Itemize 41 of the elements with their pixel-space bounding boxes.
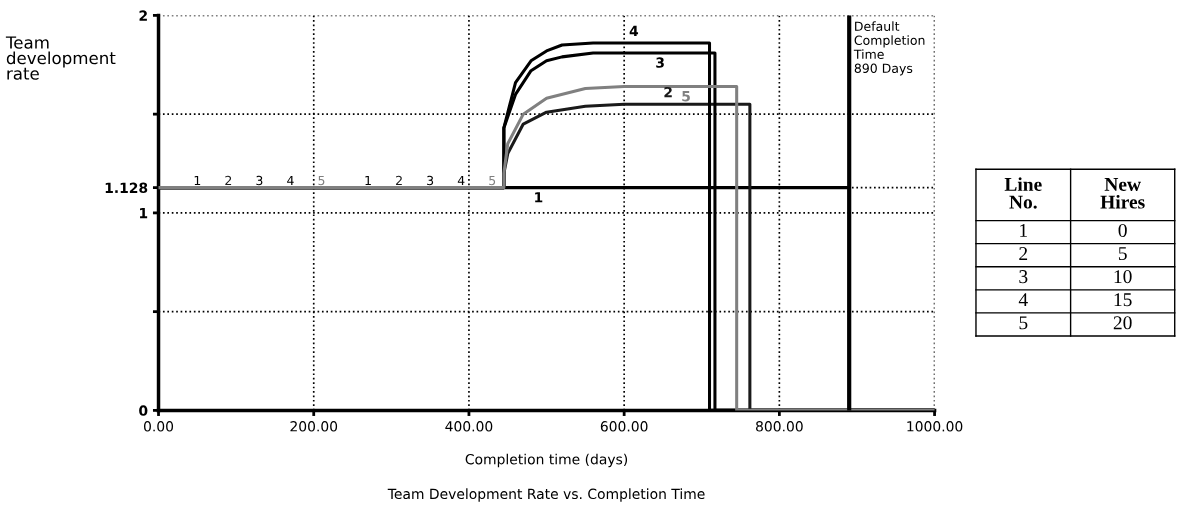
text: 4 — [1018, 293, 1028, 307]
x-tick-label: 600.00 — [600, 421, 648, 432]
ref-line-label: Default Completion Time 890 Days — [853, 21, 925, 76]
x-tick-label: 400.00 — [445, 421, 493, 432]
annotation: 5 — [682, 91, 690, 102]
annotation: 2 — [396, 175, 402, 186]
y-tick-label: 1.128 — [105, 182, 148, 194]
text: 10 — [1114, 270, 1132, 284]
text: 2 — [664, 86, 672, 98]
series-label: 4 — [287, 175, 294, 186]
series-label: 1 — [194, 175, 201, 186]
text: 2 — [1019, 247, 1028, 260]
x-tick-label: 200.00 — [290, 421, 338, 432]
y-tick-label: 1 — [140, 208, 148, 219]
text: Team Development Rate vs. Completion Time — [387, 488, 705, 502]
annotation: 3 — [427, 175, 434, 186]
y-tick-label: 2 — [139, 10, 147, 21]
x-tick-label: 0.00 — [143, 421, 174, 432]
text: 5 — [1118, 247, 1127, 261]
text: 0 — [1118, 223, 1127, 237]
annotation: 1 — [365, 175, 371, 186]
y-tick-label: 0 — [139, 405, 148, 416]
text: 1 — [1020, 223, 1027, 237]
text: 15 — [1114, 293, 1132, 307]
text: Line No. — [1004, 177, 1042, 209]
text: 4 — [629, 25, 639, 36]
text: 3 — [656, 57, 664, 68]
annotation: 5 — [489, 175, 496, 186]
text: 3 — [1019, 270, 1028, 284]
text: 20 — [1113, 316, 1132, 330]
x-tick-label: 800.00 — [756, 421, 803, 432]
text: 1 — [535, 192, 543, 203]
y-axis-title: Team development rate — [5, 36, 116, 80]
series-label: 3 — [256, 175, 263, 186]
series-label: 5 — [318, 175, 325, 186]
text: 5 — [1019, 316, 1028, 330]
series-label: 2 — [225, 175, 232, 186]
text: New Hires — [1100, 178, 1145, 209]
x-tick-label: 1000.00 — [907, 421, 963, 432]
annotation: 4 — [457, 175, 465, 186]
x-axis-title: Completion time (days) — [465, 453, 628, 468]
